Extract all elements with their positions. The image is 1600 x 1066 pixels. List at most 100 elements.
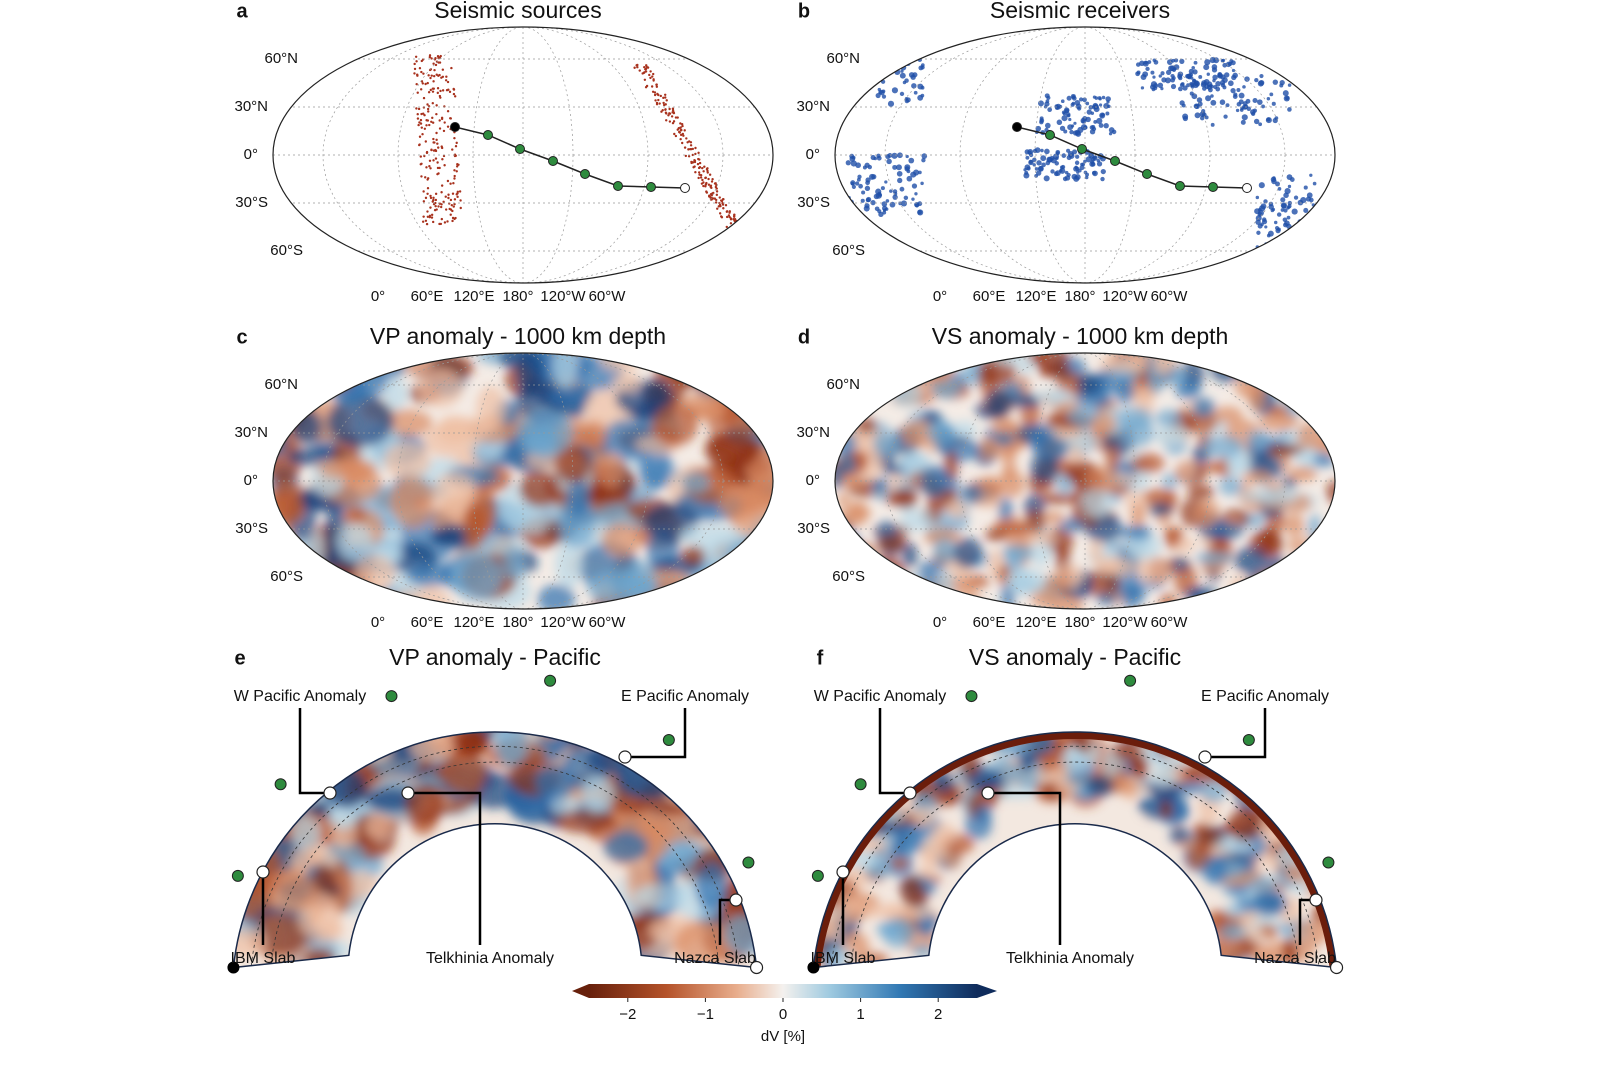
receiver-dot xyxy=(900,69,904,73)
leader-line xyxy=(988,791,1062,945)
receiver-dot xyxy=(1238,92,1245,99)
anomaly-blob xyxy=(989,710,1015,722)
anomaly-blob xyxy=(612,372,641,393)
receiver-dot xyxy=(1145,66,1150,72)
anomaly-blob xyxy=(549,384,587,408)
source-dot xyxy=(674,116,678,119)
anomaly-blob xyxy=(822,823,847,846)
source-dot xyxy=(418,67,422,70)
anomaly-blob xyxy=(1297,560,1321,574)
anomaly-blob xyxy=(422,666,467,704)
anomaly-blob xyxy=(728,362,756,404)
source-dot xyxy=(437,146,440,149)
source-dot xyxy=(418,143,421,146)
source-dot xyxy=(427,110,430,113)
receiver-dot xyxy=(908,157,915,164)
receiver-dot xyxy=(815,74,820,79)
source-dot xyxy=(707,177,710,181)
lon-label: 60°W xyxy=(589,288,627,305)
anomaly-blob xyxy=(951,420,977,439)
anomaly-blob xyxy=(988,693,1015,717)
receiver-dot xyxy=(1272,79,1279,85)
anomaly-blob xyxy=(680,472,711,494)
source-dot xyxy=(657,93,660,97)
receiver-dot xyxy=(884,180,888,184)
receiver-dot xyxy=(914,192,918,196)
receiver-dot xyxy=(1228,80,1234,87)
source-dot xyxy=(689,144,693,147)
receiver-dot xyxy=(1255,195,1260,200)
source-dot xyxy=(430,120,433,124)
receiver-dot xyxy=(1028,159,1034,166)
lat-label: 60°S xyxy=(270,568,303,585)
anomaly-blob xyxy=(958,731,977,741)
source-dot xyxy=(745,245,749,248)
receiver-dot xyxy=(1266,97,1271,101)
anomaly-blob xyxy=(1268,782,1286,801)
source-dot xyxy=(437,205,440,208)
source-dot xyxy=(437,56,440,60)
source-dot xyxy=(446,80,450,84)
receiver-dot xyxy=(1158,74,1162,78)
anomaly-blob xyxy=(365,814,392,839)
source-dot xyxy=(426,107,430,111)
anomaly-blob xyxy=(1215,731,1237,740)
receiver-dot xyxy=(1086,109,1092,115)
source-dot xyxy=(432,80,435,83)
receiver-dot xyxy=(911,183,918,189)
source-dot xyxy=(667,114,670,117)
source-dot xyxy=(691,153,694,157)
source-dot xyxy=(440,145,443,148)
meridian xyxy=(397,353,649,609)
source-dot xyxy=(704,185,707,188)
receiver-dot xyxy=(888,57,894,63)
receiver-dot xyxy=(1023,168,1027,172)
anomaly-blob xyxy=(1299,837,1337,852)
ray-point xyxy=(274,778,287,791)
source-dot xyxy=(731,229,735,232)
anomaly-blob xyxy=(1010,693,1031,707)
source-dot xyxy=(446,179,450,183)
anomaly-blob xyxy=(1176,460,1194,479)
receiver-dot xyxy=(835,42,842,49)
receiver-dot xyxy=(821,78,824,81)
anomaly-blob xyxy=(499,731,532,734)
receiver-dot xyxy=(1211,67,1218,73)
anomaly-blob xyxy=(1251,359,1281,381)
receiver-dot xyxy=(904,44,910,50)
source-dot xyxy=(735,227,739,230)
receiver-dot xyxy=(1199,115,1205,121)
receiver-dot xyxy=(873,193,880,200)
lon-label: 0° xyxy=(371,288,385,305)
receiver-dot xyxy=(911,197,915,201)
receiver-dot xyxy=(904,96,909,101)
map-border xyxy=(272,26,774,284)
anomaly-blob xyxy=(952,537,983,569)
source-dot xyxy=(440,191,443,194)
source-dot xyxy=(697,157,700,161)
anomaly-blob xyxy=(1295,843,1322,859)
receiver-dot xyxy=(1288,243,1294,249)
anomaly-blob xyxy=(908,741,929,769)
anomaly-blob xyxy=(858,797,874,812)
source-dot xyxy=(431,220,435,224)
source-dot xyxy=(652,79,655,82)
receiver-dot xyxy=(1100,168,1106,175)
anomaly-blob xyxy=(844,594,883,609)
anomaly-blob xyxy=(980,475,1001,499)
anomaly-blob xyxy=(1210,357,1244,383)
source-dot xyxy=(415,107,418,110)
source-dot xyxy=(736,227,739,231)
receiver-dot xyxy=(1240,119,1246,125)
receiver-dot xyxy=(1179,58,1185,64)
source-dot xyxy=(650,85,654,88)
receiver-dot xyxy=(1066,155,1072,161)
anomaly-blob xyxy=(652,403,698,446)
anomaly-blob xyxy=(494,731,529,768)
source-dot xyxy=(454,216,457,220)
anomaly-blob xyxy=(1200,734,1216,749)
anomaly-blob xyxy=(1203,461,1230,473)
receiver-dot xyxy=(828,69,834,75)
receiver-dot xyxy=(1083,170,1088,175)
anomaly-blob xyxy=(1267,457,1282,480)
